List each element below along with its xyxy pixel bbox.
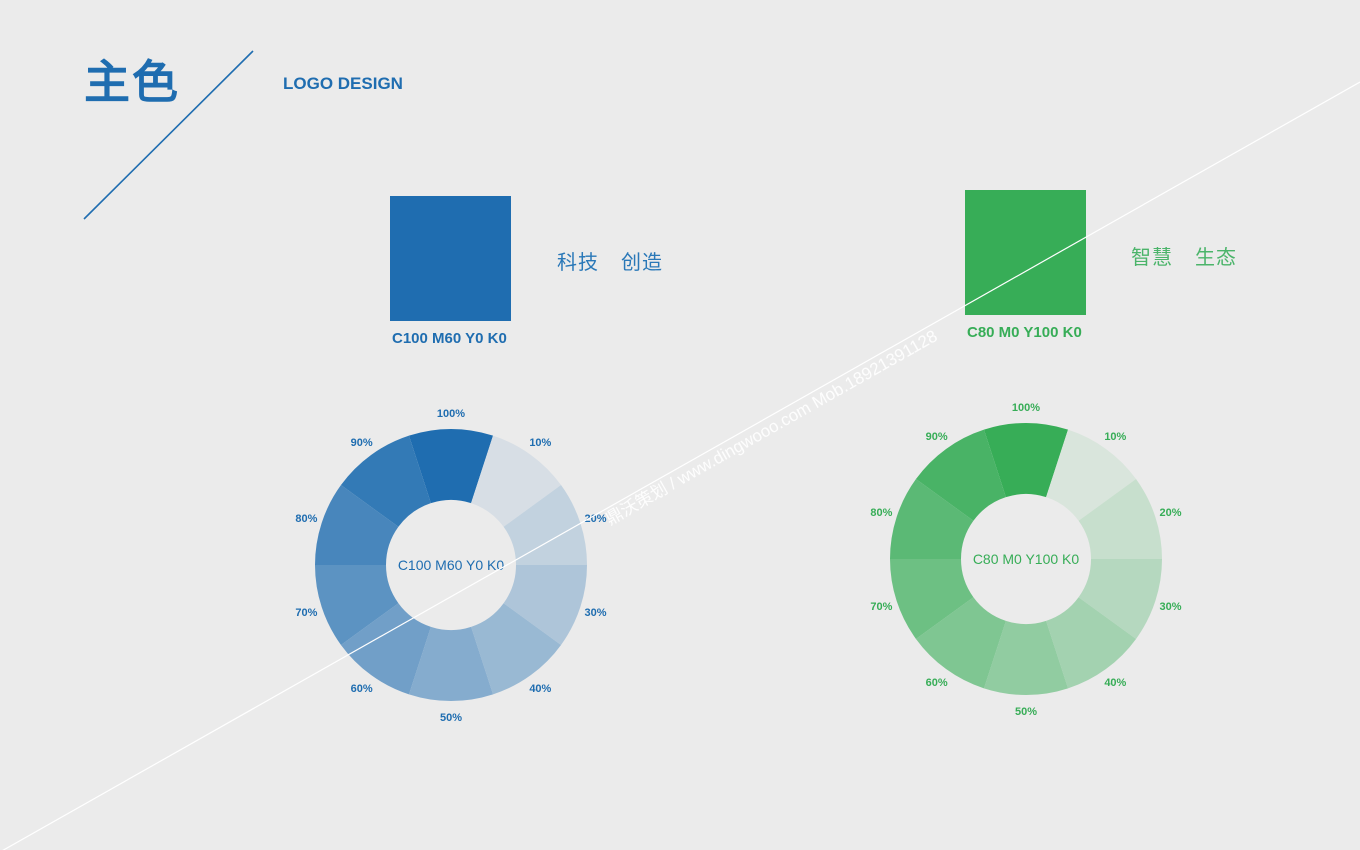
tint-label: 70% xyxy=(870,601,892,613)
green-tint-wheel: 100% 10% 20% 30% 40% 50% 60% 70% 80% 90% C80 M0 Y1… xyxy=(870,402,1181,718)
tint-label: 10% xyxy=(529,437,551,449)
tint-label: 90% xyxy=(351,437,373,449)
tint-label: 60% xyxy=(351,683,373,695)
tint-label: 40% xyxy=(529,683,551,695)
tint-label: 20% xyxy=(1160,507,1182,519)
tint-label: 80% xyxy=(870,507,892,519)
tint-label: 100% xyxy=(437,408,465,420)
tint-label: 10% xyxy=(1104,431,1126,443)
wheel-center-label: C80 M0 Y100 K0 xyxy=(973,551,1080,567)
tint-label: 50% xyxy=(1015,706,1037,718)
tint-label: 90% xyxy=(926,431,948,443)
tint-label: 80% xyxy=(295,513,317,525)
wheel-center-label: C100 M60 Y0 K0 xyxy=(398,557,505,573)
blue-tint-wheel: 100%10%20%30%40%50%60%70%80%90%C100 M60 … xyxy=(295,408,606,724)
tint-label: 100% xyxy=(1012,402,1040,414)
tint-label: 30% xyxy=(585,607,607,619)
tint-label: 60% xyxy=(926,677,948,689)
tint-label: 50% xyxy=(440,712,462,724)
tint-label: 40% xyxy=(1104,677,1126,689)
tint-label: 70% xyxy=(295,607,317,619)
tint-label: 30% xyxy=(1160,601,1182,613)
